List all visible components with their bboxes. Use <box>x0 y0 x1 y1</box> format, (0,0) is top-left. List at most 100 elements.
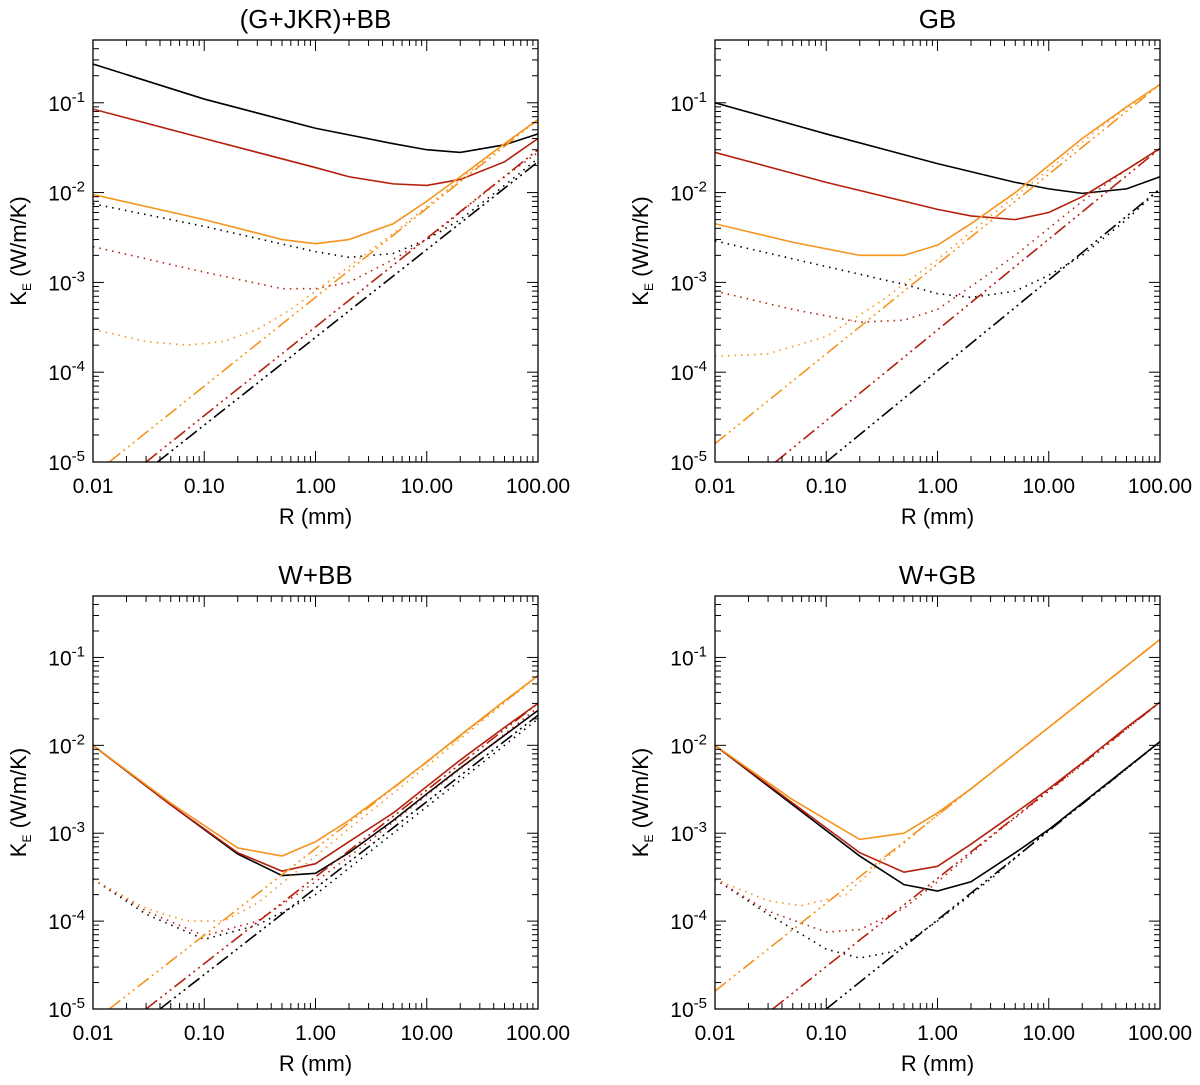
series-group <box>715 638 1160 1009</box>
x-axis-label: R (mm) <box>279 1051 352 1076</box>
y-axis-label: KE (W/m/K) <box>6 196 34 305</box>
chart-title: W+GB <box>899 560 976 590</box>
chart-title: GB <box>919 4 957 34</box>
chart-title: W+BB <box>278 560 352 590</box>
x-tick-label: 10.00 <box>1022 1022 1075 1045</box>
panel-1: 0.01 0.10 1.00 10.00 100.00 10-5 10-4 10-3 10-2 1… <box>6 4 570 529</box>
y-tick-label: 10-4 <box>48 358 85 385</box>
series-line-7 <box>825 741 1160 1009</box>
y-axis-label: KE (W/m/K) <box>628 748 656 857</box>
series-line-3 <box>93 675 538 857</box>
panel-4: 0.01 0.10 1.00 10.00 100.00 10-5 10-4 10-3 10-2 1… <box>628 560 1192 1076</box>
series-line-6 <box>93 675 538 922</box>
y-tick-label: 10-2 <box>670 179 707 206</box>
x-tick-label: 10.00 <box>1022 475 1075 498</box>
series-line-9 <box>108 675 538 1009</box>
panel-2: 0.01 0.10 1.00 10.00 100.00 10-5 10-4 10-3 10-2 1… <box>628 4 1192 529</box>
y-tick-label: 10-4 <box>670 907 707 934</box>
series-line-5 <box>93 151 538 290</box>
plot-frame <box>714 595 1161 1010</box>
y-tick-label: 10-1 <box>670 89 707 116</box>
series-line-6 <box>93 118 538 346</box>
series-line-9 <box>108 118 538 462</box>
y-axis-label: KE (W/m/K) <box>628 196 656 305</box>
y-tick-label: 10-5 <box>670 995 707 1022</box>
series-line-3 <box>93 118 538 245</box>
series-line-1 <box>715 741 1160 892</box>
series-line-8 <box>772 701 1160 1009</box>
series-line-9 <box>715 638 1160 992</box>
x-tick-label: 0.01 <box>695 475 736 498</box>
y-tick-label: 10-1 <box>48 89 85 116</box>
series-line-2 <box>715 701 1160 874</box>
series-line-2 <box>715 147 1160 221</box>
series-line-4 <box>715 188 1160 299</box>
y-tick-label: 10-2 <box>48 179 85 206</box>
y-tick-label: 10-1 <box>670 643 707 670</box>
series-line-4 <box>715 741 1160 959</box>
y-tick-label: 10-2 <box>48 731 85 758</box>
y-tick-label: 10-1 <box>48 643 85 670</box>
y-tick-label: 10-2 <box>670 731 707 758</box>
series-line-7 <box>159 714 538 1009</box>
series-line-3 <box>715 638 1160 841</box>
series-line-7 <box>157 161 538 462</box>
x-tick-label: 100.00 <box>506 1022 570 1045</box>
plot-frame <box>714 39 1161 463</box>
y-tick-label: 10-3 <box>670 819 707 846</box>
series-line-7 <box>825 188 1160 462</box>
series-group <box>93 63 538 462</box>
x-tick-label: 0.10 <box>184 1022 225 1045</box>
series-line-5 <box>715 701 1160 933</box>
series-line-1 <box>93 709 538 877</box>
x-tick-label: 0.10 <box>806 475 847 498</box>
series-group <box>93 675 538 1009</box>
series-line-5 <box>715 147 1160 324</box>
x-tick-label: 100.00 <box>1128 475 1192 498</box>
series-line-8 <box>145 149 538 462</box>
series-line-6 <box>715 83 1160 358</box>
series-line-8 <box>145 702 538 1009</box>
y-tick-label: 10-5 <box>48 995 85 1022</box>
y-tick-label: 10-4 <box>670 358 707 385</box>
series-line-4 <box>93 718 538 941</box>
series-line-2 <box>93 108 538 187</box>
plot-frame <box>92 39 539 463</box>
x-axis-label: R (mm) <box>279 504 352 529</box>
x-tick-label: 0.01 <box>73 475 114 498</box>
x-tick-label: 10.00 <box>400 1022 453 1045</box>
plot-frame <box>92 595 539 1010</box>
x-tick-label: 1.00 <box>295 475 336 498</box>
y-tick-label: 10-4 <box>48 907 85 934</box>
series-line-8 <box>775 147 1160 462</box>
x-tick-label: 1.00 <box>295 1022 336 1045</box>
x-tick-label: 100.00 <box>1128 1022 1192 1045</box>
x-tick-label: 0.01 <box>695 1022 736 1045</box>
x-tick-label: 0.10 <box>806 1022 847 1045</box>
chart-title: (G+JKR)+BB <box>240 4 392 34</box>
y-axis-label: KE (W/m/K) <box>6 748 34 857</box>
x-tick-label: 1.00 <box>917 1022 958 1045</box>
x-tick-label: 10.00 <box>400 475 453 498</box>
series-group <box>715 83 1160 462</box>
x-tick-label: 0.10 <box>184 475 225 498</box>
x-tick-label: 0.01 <box>73 1022 114 1045</box>
y-tick-label: 10-3 <box>48 268 85 295</box>
series-line-5 <box>93 706 538 937</box>
y-tick-label: 10-5 <box>48 448 85 475</box>
x-tick-label: 1.00 <box>917 475 958 498</box>
y-tick-label: 10-5 <box>670 448 707 475</box>
series-line-4 <box>93 157 538 259</box>
series-line-1 <box>93 63 538 154</box>
x-axis-label: R (mm) <box>901 1051 974 1076</box>
y-tick-label: 10-3 <box>48 819 85 846</box>
y-tick-label: 10-3 <box>670 268 707 295</box>
series-line-2 <box>93 702 538 873</box>
x-axis-label: R (mm) <box>901 504 974 529</box>
series-line-1 <box>715 101 1160 195</box>
panel-3: 0.01 0.10 1.00 10.00 100.00 10-5 10-4 10-3 10-2 1… <box>6 560 570 1076</box>
series-line-9 <box>715 83 1160 445</box>
series-line-3 <box>715 83 1160 257</box>
x-tick-label: 100.00 <box>506 475 570 498</box>
